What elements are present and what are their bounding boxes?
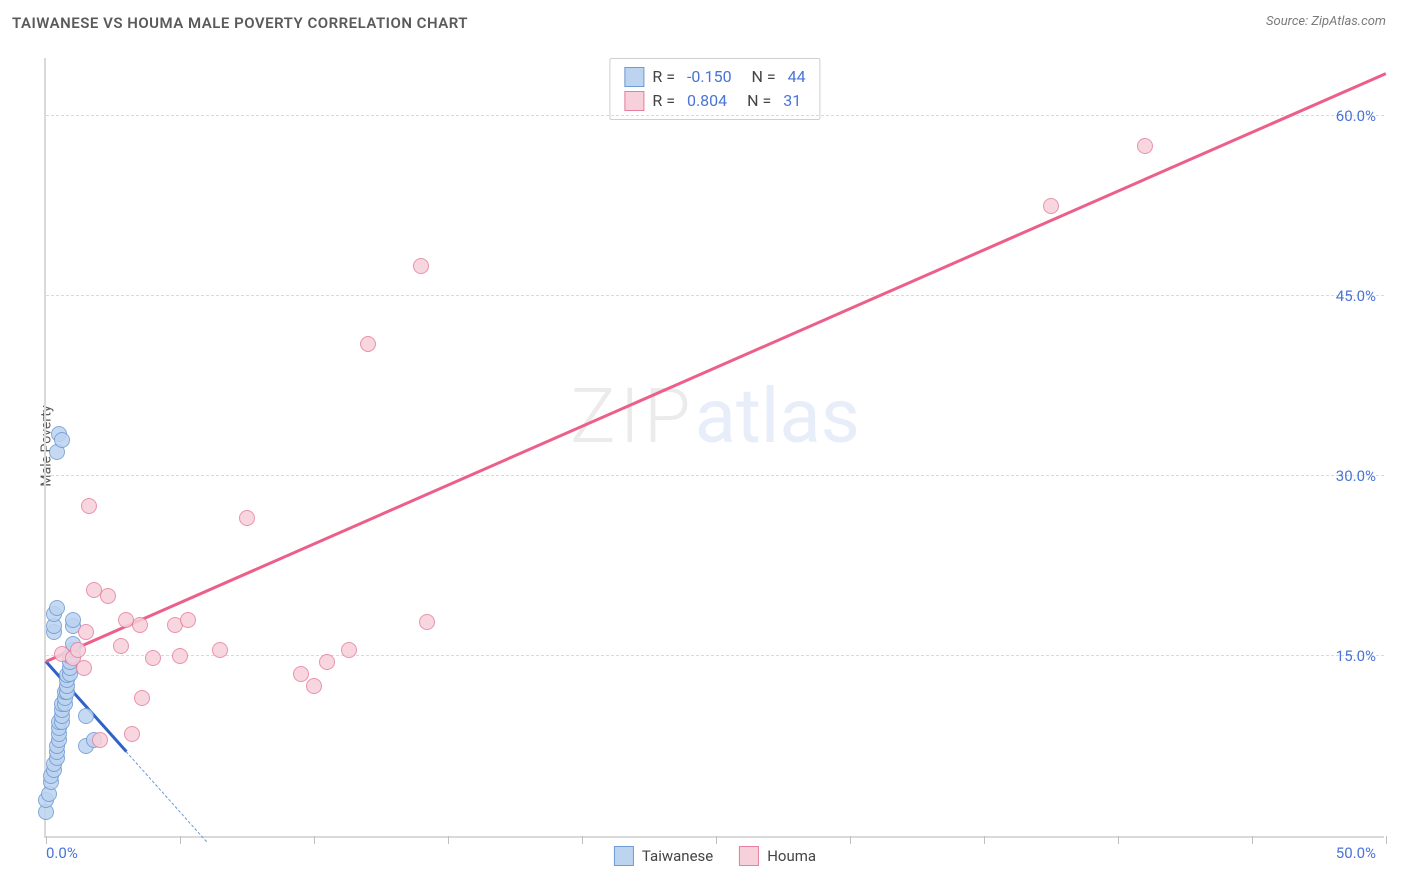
y-tick-label: 45.0% <box>1336 287 1376 305</box>
stat-label-r: R = <box>652 89 679 113</box>
data-point <box>360 336 376 352</box>
data-point <box>78 624 94 640</box>
data-point <box>70 642 86 658</box>
x-tick <box>984 836 985 844</box>
stat-r-houma: 0.804 <box>687 89 727 113</box>
stats-row-houma: R = 0.804 N = 31 <box>624 89 805 113</box>
x-tick <box>448 836 449 844</box>
watermark: ZIPatlas <box>570 371 860 461</box>
stat-n-taiwanese: 44 <box>788 65 806 89</box>
data-point <box>306 678 322 694</box>
data-point <box>239 510 255 526</box>
x-axis-max-label: 50.0% <box>1336 844 1376 862</box>
y-tick-label: 60.0% <box>1336 107 1376 125</box>
x-tick <box>582 836 583 844</box>
data-point <box>319 654 335 670</box>
legend-swatch-taiwanese <box>614 846 634 866</box>
swatch-taiwanese <box>624 67 644 87</box>
swatch-houma <box>624 91 644 111</box>
correlation-stats-box: R = -0.150 N = 44 R = 0.804 N = 31 <box>609 58 820 120</box>
gridline <box>46 475 1384 476</box>
data-point <box>293 666 309 682</box>
data-point <box>1137 138 1153 154</box>
stat-label-r: R = <box>652 65 679 89</box>
data-point <box>76 660 92 676</box>
legend-swatch-houma <box>739 846 759 866</box>
data-point <box>113 638 129 654</box>
legend-item-houma: Houma <box>739 846 816 866</box>
data-point <box>81 498 97 514</box>
x-tick <box>1118 836 1119 844</box>
scatter-plot-area: ZIPatlas R = -0.150 N = 44 R = 0.804 N =… <box>44 58 1384 838</box>
data-point <box>132 617 148 633</box>
chart-source: Source: ZipAtlas.com <box>1266 14 1386 29</box>
bottom-legend: Taiwanese Houma <box>614 846 816 866</box>
data-point <box>124 726 140 742</box>
data-point <box>145 650 161 666</box>
x-tick <box>716 836 717 844</box>
data-point <box>100 588 116 604</box>
data-point <box>341 642 357 658</box>
gridline <box>46 115 1384 116</box>
stat-r-taiwanese: -0.150 <box>687 65 732 89</box>
stat-n-houma: 31 <box>783 89 801 113</box>
data-point <box>134 690 150 706</box>
data-point <box>413 258 429 274</box>
x-tick <box>180 836 181 844</box>
x-tick <box>850 836 851 844</box>
legend-item-taiwanese: Taiwanese <box>614 846 713 866</box>
x-tick <box>46 836 47 844</box>
x-axis-min-label: 0.0% <box>46 844 78 862</box>
y-tick-label: 30.0% <box>1336 467 1376 485</box>
stats-row-taiwanese: R = -0.150 N = 44 <box>624 65 805 89</box>
data-point <box>1043 198 1059 214</box>
gridline <box>46 655 1384 656</box>
stat-label-n: N = <box>735 89 775 113</box>
data-point <box>419 614 435 630</box>
legend-label-houma: Houma <box>767 847 816 865</box>
data-point <box>49 600 65 616</box>
gridline <box>46 295 1384 296</box>
x-tick <box>1386 836 1387 844</box>
data-point <box>92 732 108 748</box>
data-point <box>172 648 188 664</box>
data-point <box>180 612 196 628</box>
trend-line <box>45 72 1386 662</box>
data-point <box>78 708 94 724</box>
legend-label-taiwanese: Taiwanese <box>642 847 713 865</box>
stat-label-n: N = <box>740 65 780 89</box>
watermark-part2: atlas <box>695 371 860 461</box>
data-point <box>65 612 81 628</box>
chart-title: TAIWANESE VS HOUMA MALE POVERTY CORRELAT… <box>12 14 468 32</box>
data-point <box>212 642 228 658</box>
y-tick-label: 15.0% <box>1336 647 1376 665</box>
x-tick <box>314 836 315 844</box>
trend-line-extension <box>126 751 207 842</box>
chart-header: TAIWANESE VS HOUMA MALE POVERTY CORRELAT… <box>0 0 1406 48</box>
x-tick <box>1252 836 1253 844</box>
data-point <box>54 432 70 448</box>
